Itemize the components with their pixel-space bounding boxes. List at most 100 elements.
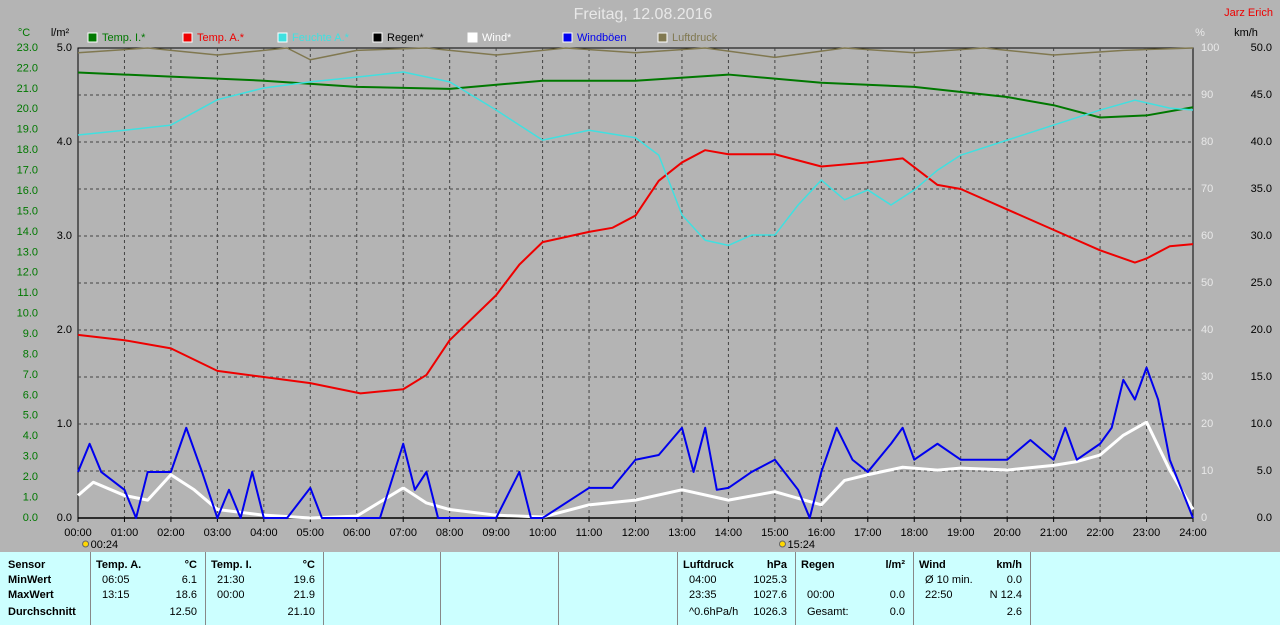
legend-label: Wind* xyxy=(482,32,512,44)
y4-tick-label: 25.0 xyxy=(1251,277,1272,289)
y3-tick-label: 40 xyxy=(1201,324,1213,336)
y-tick-label: 18.0 xyxy=(17,144,38,156)
annotation: 00:24 xyxy=(91,539,119,551)
x-tick-label: 12:00 xyxy=(622,527,650,539)
x-tick-label: 11:00 xyxy=(576,527,603,539)
series-line xyxy=(77,71,1194,247)
cell-value: 1027.6 xyxy=(753,589,787,601)
y4-tick-label: 30.0 xyxy=(1251,230,1272,242)
col-header: Temp. I. xyxy=(211,559,252,571)
separator xyxy=(913,552,914,625)
col-unit: l/m² xyxy=(885,559,905,571)
cell-time: 23:35 xyxy=(689,589,717,601)
y-tick-label: 4.0 xyxy=(23,430,38,442)
y-tick-label: 10.0 xyxy=(17,308,38,320)
x-tick-label: 01:00 xyxy=(111,527,139,539)
y-tick-label: 6.0 xyxy=(23,389,38,401)
y4-tick-label: 40.0 xyxy=(1251,136,1272,148)
separator xyxy=(1030,552,1031,625)
y-tick-label: 20.0 xyxy=(17,103,38,115)
y4-tick-label: 35.0 xyxy=(1251,183,1272,195)
series-line xyxy=(77,47,1194,61)
row-label: Durchschnitt xyxy=(8,606,76,618)
x-tick-label: 05:00 xyxy=(297,527,325,539)
y-unit: °C xyxy=(18,27,30,39)
y3-unit: % xyxy=(1195,27,1205,39)
y-tick-label: 13.0 xyxy=(17,246,38,258)
cell-time: 22:50 xyxy=(925,589,953,601)
y-tick-label: 15.0 xyxy=(17,205,38,217)
series-line xyxy=(77,366,1194,519)
sun-icon xyxy=(778,540,786,548)
y-tick-label: 0.0 xyxy=(23,512,38,524)
row-label: MaxWert xyxy=(8,589,54,601)
y3-tick-label: 10 xyxy=(1201,465,1213,477)
x-tick-label: 02:00 xyxy=(157,527,185,539)
separator xyxy=(323,552,324,625)
x-tick-label: 08:00 xyxy=(436,527,464,539)
y3-tick-label: 0 xyxy=(1201,512,1207,524)
row-label: MinWert xyxy=(8,574,52,586)
y-tick-label: 1.0 xyxy=(23,491,38,503)
legend-swatch xyxy=(87,32,98,43)
x-tick-label: 21:00 xyxy=(1040,527,1068,539)
separator xyxy=(795,552,796,625)
y2-tick-label: 1.0 xyxy=(57,418,72,430)
y4-tick-label: 20.0 xyxy=(1251,324,1272,336)
cell-time: Ø 10 min. xyxy=(925,574,973,586)
legend-swatch xyxy=(657,32,668,43)
col-unit: °C xyxy=(184,559,197,571)
chart: Freitag, 12.08.2016 Jarz Erich °C l/m² %… xyxy=(17,6,1273,551)
y3-tick-label: 30 xyxy=(1201,371,1213,383)
y4-tick-label: 50.0 xyxy=(1251,42,1272,54)
x-tick-label: 23:00 xyxy=(1133,527,1161,539)
separator xyxy=(90,552,91,625)
x-tick-label: 09:00 xyxy=(482,527,510,539)
row-label: Sensor xyxy=(8,559,46,571)
separator xyxy=(558,552,559,625)
cell-time: 21:30 xyxy=(217,574,245,586)
col-unit: °C xyxy=(302,559,315,571)
y-tick-label: 14.0 xyxy=(17,226,38,238)
y4-tick-label: 15.0 xyxy=(1251,371,1272,383)
y-tick-label: 7.0 xyxy=(23,369,38,381)
cell-value: 1026.3 xyxy=(753,606,787,618)
separator xyxy=(677,552,678,625)
x-tick-label: 15:00 xyxy=(761,527,789,539)
x-tick-label: 16:00 xyxy=(808,527,836,539)
y3-tick-label: 80 xyxy=(1201,136,1213,148)
y-tick-label: 12.0 xyxy=(17,267,38,279)
cell-time: 00:00 xyxy=(217,589,245,601)
y2-tick-label: 3.0 xyxy=(57,230,72,242)
x-tick-label: 10:00 xyxy=(529,527,557,539)
y-tick-label: 8.0 xyxy=(23,348,38,360)
legend-label: Feuchte A.* xyxy=(292,32,350,44)
legend-swatch xyxy=(562,32,573,43)
y4-unit: km/h xyxy=(1234,27,1258,39)
y2-tick-label: 5.0 xyxy=(57,42,72,54)
col-header: Temp. A. xyxy=(96,559,142,571)
x-tick-label: 04:00 xyxy=(250,527,278,539)
y3-tick-label: 20 xyxy=(1201,418,1213,430)
x-tick-label: 17:00 xyxy=(854,527,882,539)
cell-time: ^0.6hPa/h xyxy=(689,606,739,618)
x-tick-label: 19:00 xyxy=(947,527,975,539)
cell-time: Gesamt: xyxy=(807,606,849,618)
cell-value: 0.0 xyxy=(889,589,905,601)
cell-value: N 12.4 xyxy=(989,589,1022,601)
y3-tick-label: 60 xyxy=(1201,230,1213,242)
col-header: Wind xyxy=(919,559,946,571)
legend-swatch xyxy=(372,32,383,43)
legend-swatch xyxy=(467,32,478,43)
cell-value: 0.0 xyxy=(889,606,905,618)
separator xyxy=(205,552,206,625)
user-name: Jarz Erich xyxy=(1224,7,1273,19)
y-tick-label: 23.0 xyxy=(17,42,38,54)
cell-value: 0.0 xyxy=(1006,574,1022,586)
cell-time: 00:00 xyxy=(807,589,835,601)
x-tick-label: 13:00 xyxy=(668,527,696,539)
series-line xyxy=(77,420,1195,520)
y3-tick-label: 100 xyxy=(1201,42,1219,54)
cell-time: 04:00 xyxy=(689,574,717,586)
